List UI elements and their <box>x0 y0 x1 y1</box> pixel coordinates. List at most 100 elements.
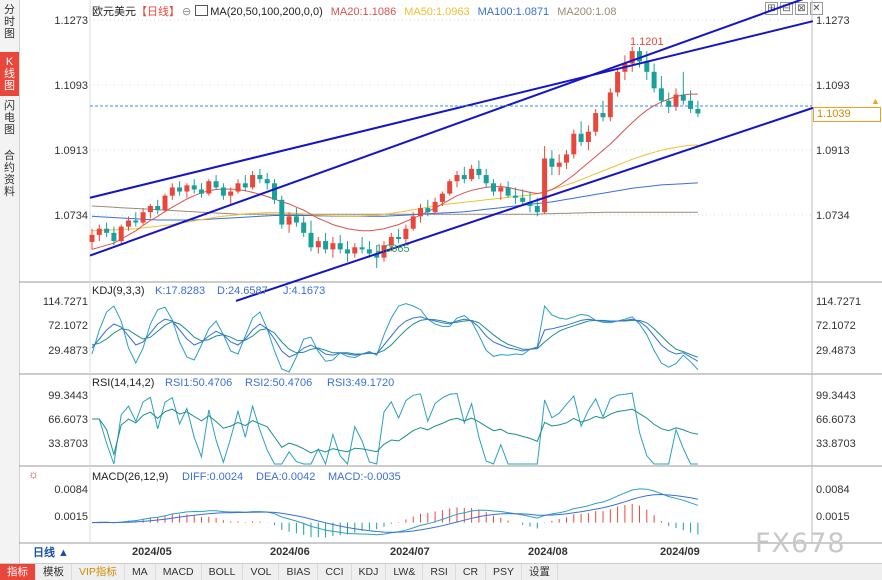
price-arrow-icon: ▲ <box>871 96 880 106</box>
macd-diff-line <box>91 488 699 536</box>
tab-macd[interactable]: MACD <box>156 564 202 580</box>
macd-axis-left: 0.0084 <box>54 484 88 496</box>
layout-grid-icon[interactable]: ⊠ <box>795 2 808 15</box>
candle-body <box>206 181 212 194</box>
candle-body <box>147 206 153 213</box>
macd-value: MACD:-0.0035 <box>328 471 401 483</box>
ma20-value: MA20:1.1086 <box>330 6 397 18</box>
candle-body <box>527 201 533 206</box>
candle-body <box>104 228 110 233</box>
kdj-axis-left: 29.4873 <box>48 345 88 357</box>
candle-body <box>220 187 226 196</box>
rsi-axis-right: 33.8703 <box>816 438 856 450</box>
ma-lines <box>91 93 698 250</box>
tab-psy[interactable]: PSY <box>486 564 523 580</box>
candle-body <box>359 247 365 250</box>
candle-body <box>213 181 219 188</box>
macd-axis-right: 0.0084 <box>816 484 850 496</box>
candle-body <box>454 175 460 182</box>
candle-body <box>498 187 504 192</box>
watermark: FX678 <box>755 528 846 559</box>
rsi-axis-right: 99.3443 <box>816 390 856 402</box>
candle-body <box>680 94 686 101</box>
candle-body <box>279 199 285 225</box>
ma100-line <box>91 182 698 221</box>
candle-body <box>571 133 577 155</box>
sidebar-item-contract[interactable]: 合约资料 <box>4 150 15 198</box>
tab-vol[interactable]: VOL <box>243 564 280 580</box>
tab-vip-indicator[interactable]: VIP指标 <box>72 564 125 580</box>
candle-body <box>483 175 489 184</box>
kdj_d-line <box>91 318 699 358</box>
candle-body <box>564 154 569 163</box>
tab-rsi[interactable]: RSI <box>423 564 456 580</box>
candle-body <box>447 181 453 194</box>
macd-axis-right: 0.0015 <box>816 511 850 523</box>
tab-settings[interactable]: 设置 <box>522 564 559 580</box>
candle-body <box>177 187 183 192</box>
kdj-axis-left: 114.7271 <box>43 296 88 308</box>
date-label: 2024/07 <box>390 546 430 558</box>
candle-body <box>250 175 256 188</box>
candle-body <box>257 175 263 180</box>
candle-body <box>286 216 292 225</box>
kdj-j: J:4.1673 <box>283 285 325 297</box>
candle-body <box>118 226 124 242</box>
candle-body <box>191 185 197 190</box>
kdj-d: D:24.6587 <box>217 285 268 297</box>
macd-dea: DEA:0.0042 <box>256 471 315 483</box>
candle-body <box>585 131 591 142</box>
tab-template[interactable]: 模板 <box>36 564 72 580</box>
tab-boll[interactable]: BOLL <box>202 564 244 580</box>
macd-settings-icon[interactable]: ☼ <box>28 467 39 481</box>
rsi-slow-line <box>92 408 699 457</box>
candle-body <box>410 216 416 229</box>
macd-title: MACD(26,12,9) <box>92 471 168 483</box>
candle-body <box>133 220 139 223</box>
candle-body <box>374 253 380 258</box>
ma100-value: MA100:1.0871 <box>477 6 550 18</box>
chart-canvas[interactable]: 1.1273 1.1093 1.0913 1.0734 1.1273 1.109… <box>0 0 882 563</box>
close-icon[interactable]: ✕ <box>810 2 823 15</box>
tab-lw[interactable]: LW& <box>386 564 424 580</box>
tab-ma[interactable]: MA <box>125 564 156 580</box>
kdj-title: KDJ(9,3,3) <box>92 285 145 297</box>
period-selector[interactable]: 日线 ▲ <box>33 547 69 559</box>
ma20-line <box>91 93 698 250</box>
kdj-axis-right: 114.7271 <box>816 296 861 308</box>
candle-body <box>476 168 482 176</box>
candle-body <box>96 228 102 235</box>
ma200-line <box>91 205 698 215</box>
kdj_j-line <box>91 303 699 373</box>
candle-body <box>169 187 175 196</box>
candle-body <box>439 193 445 202</box>
candle-body <box>542 158 548 213</box>
sidebar-item-kline[interactable]: K线图 <box>0 52 19 96</box>
sidebar-item-timeshare[interactable]: 分时图 <box>4 4 15 40</box>
candle-body <box>658 88 664 101</box>
macd-dea-line <box>92 493 699 533</box>
rsi-3: RSI3:49.1720 <box>327 377 394 389</box>
candle-body <box>593 113 599 132</box>
tab-cr[interactable]: CR <box>456 564 487 580</box>
tab-kdj[interactable]: KDJ <box>352 564 387 580</box>
candle-body <box>396 236 402 240</box>
candle-body <box>512 195 518 198</box>
tab-cci[interactable]: CCI <box>318 564 352 580</box>
indicator-tab-bar: 指标 模板 VIP指标 MA MACD BOLL VOL BIAS CCI KD… <box>0 563 882 580</box>
candle-body <box>89 234 95 242</box>
rsi-lines <box>92 392 699 466</box>
period-label: 【日线】 <box>136 6 180 18</box>
candle-body <box>352 247 358 254</box>
candle-body <box>126 220 131 227</box>
sidebar-item-flash[interactable]: 闪电图 <box>4 100 15 136</box>
ma-label: MA(20,50,100,200,0,0) <box>210 6 323 18</box>
date-label: 2024/05 <box>132 546 172 558</box>
price-label-left: 1.0913 <box>54 145 88 157</box>
kdj-k: K:17.8283 <box>155 285 205 297</box>
settings-icon[interactable]: ⊖ <box>182 6 192 18</box>
ma-toggle-icon[interactable] <box>195 5 209 16</box>
tab-indicator[interactable]: 指标 <box>0 564 36 580</box>
rsi-title: RSI(14,14,2) <box>92 377 154 389</box>
tab-bias[interactable]: BIAS <box>279 564 319 580</box>
